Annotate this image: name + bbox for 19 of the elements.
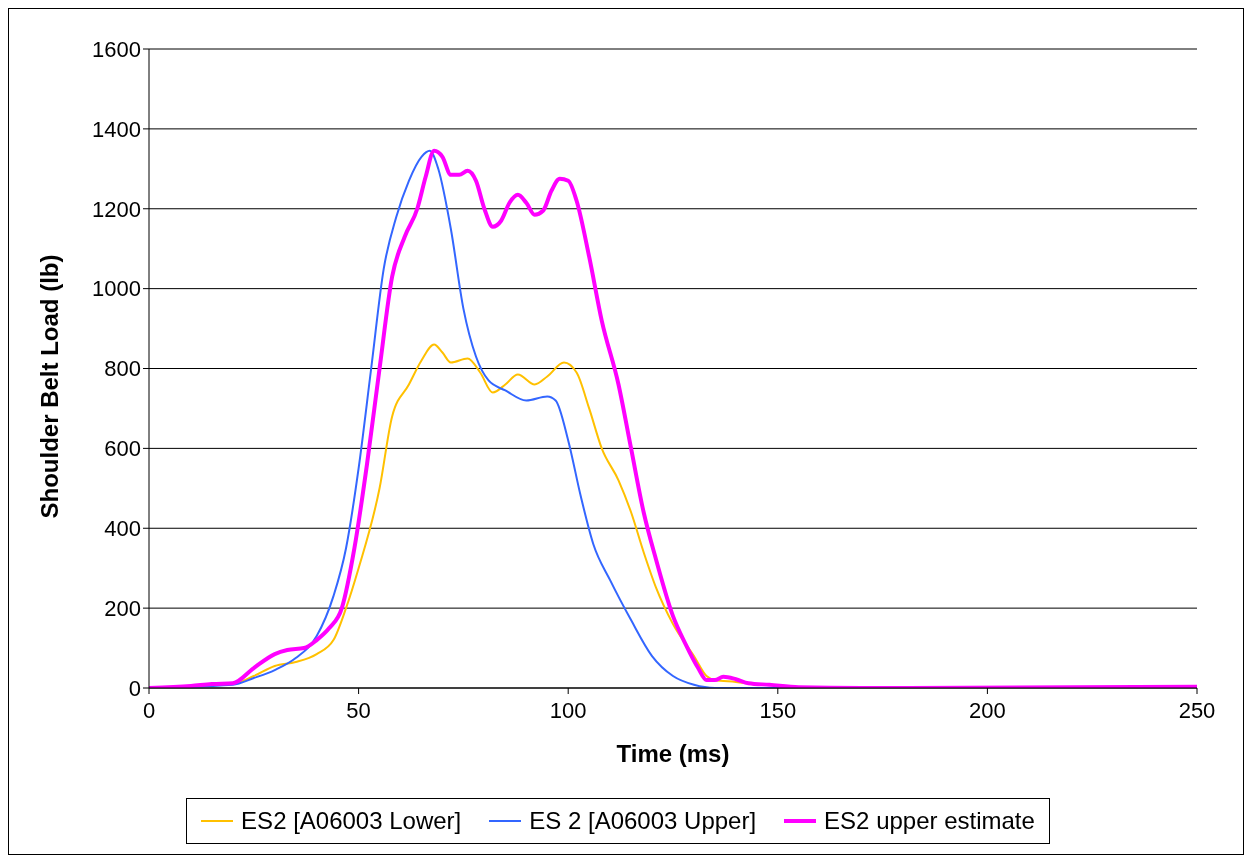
- x-tick-label: 250: [1178, 697, 1216, 723]
- x-tick-label: 150: [759, 697, 797, 723]
- legend-label: ES2 [A06003 Lower]: [240, 807, 462, 835]
- y-tick-label: 0: [128, 675, 141, 701]
- y-axis-title: Shoulder Belt Load (lb): [35, 254, 63, 519]
- y-tick-label: 1400: [92, 116, 141, 142]
- x-axis-title: Time (ms): [616, 740, 730, 767]
- y-tick-label: 1600: [92, 36, 141, 62]
- x-tick-label: 50: [346, 697, 371, 723]
- x-tick-label: 100: [549, 697, 587, 723]
- y-tick-label: 800: [104, 356, 141, 382]
- legend-label: ES2 upper estimate: [823, 807, 1035, 835]
- y-tick-label: 1000: [92, 276, 141, 302]
- y-tick-label: 600: [104, 436, 141, 462]
- legend-label: ES 2 [A06003 Upper]: [528, 807, 757, 835]
- y-tick-label: 1200: [92, 196, 141, 222]
- x-tick-label: 200: [969, 697, 1006, 723]
- y-tick-label: 200: [104, 595, 141, 621]
- y-tick-label: 400: [104, 516, 141, 542]
